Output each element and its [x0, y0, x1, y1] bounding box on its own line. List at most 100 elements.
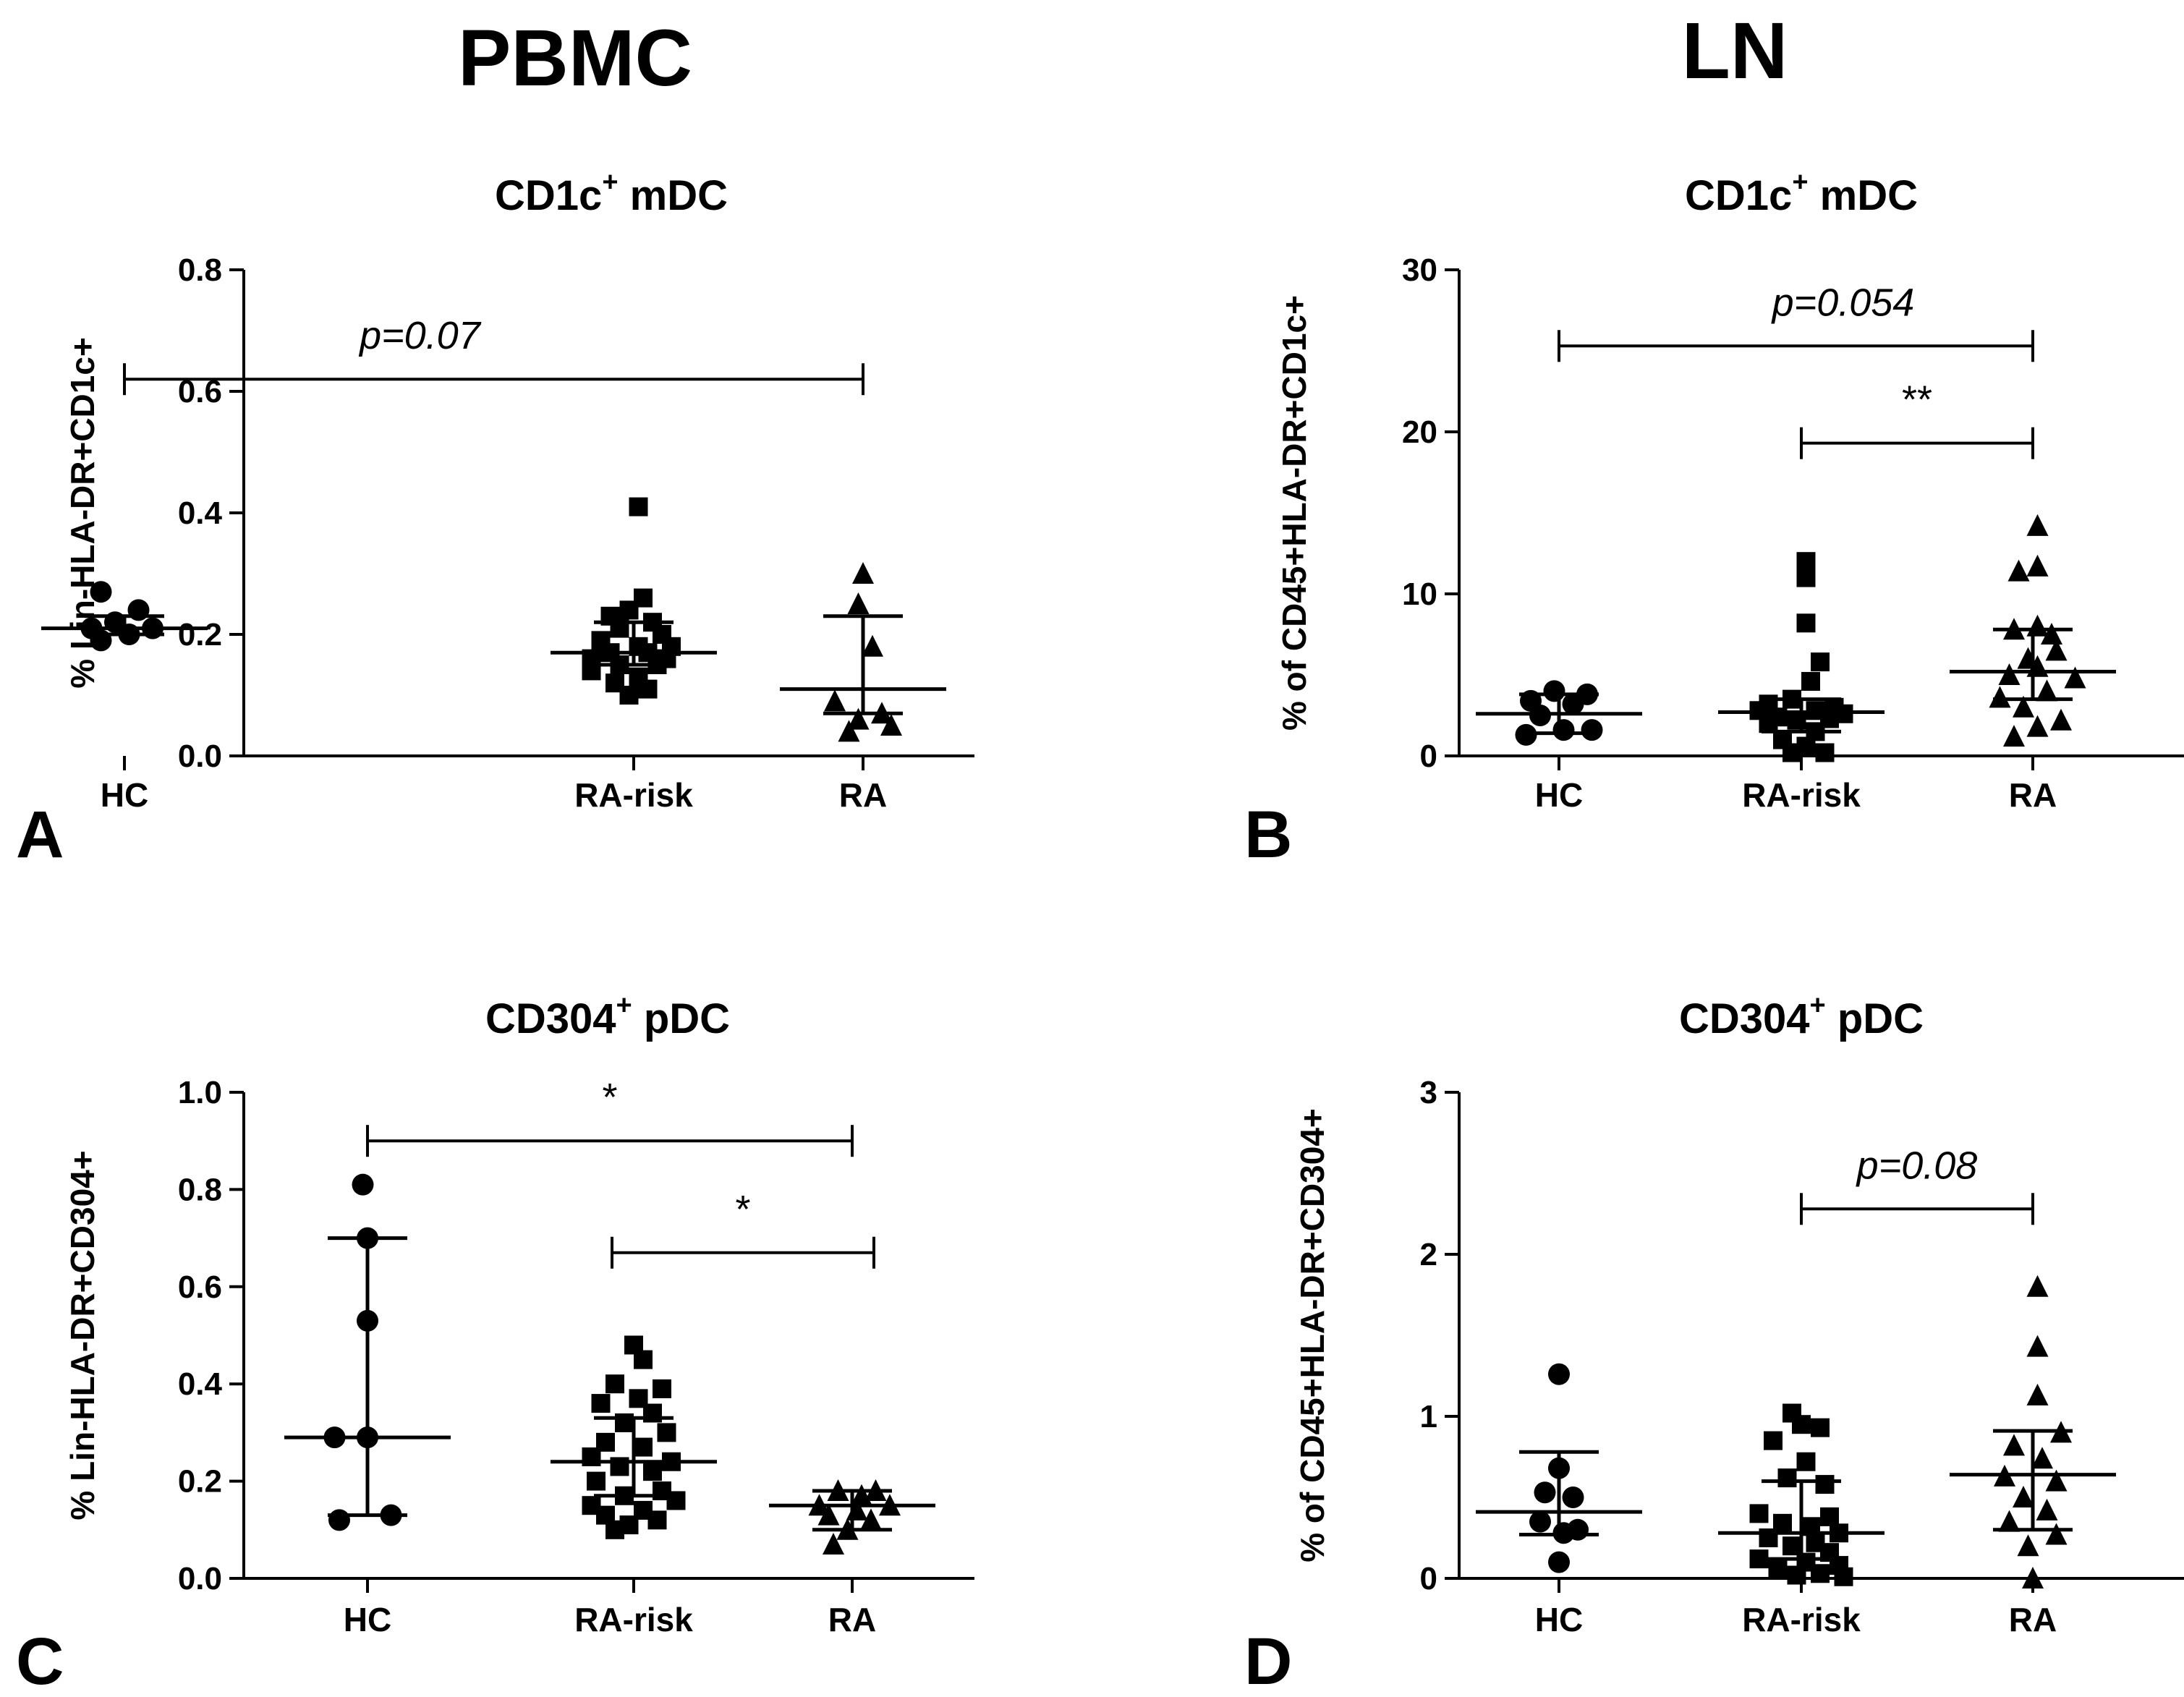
y-axis-label: % Lin-HLA-DR+CD304+ [64, 1150, 101, 1520]
x-category-label: HC [344, 1601, 391, 1638]
data-point-square [1787, 1565, 1806, 1585]
y-tick-label: 1 [1420, 1399, 1437, 1434]
data-point-circle [1562, 1487, 1584, 1508]
data-point-triangle [2050, 708, 2072, 731]
data-point-square [1792, 1415, 1811, 1434]
y-tick-label: 3 [1420, 1075, 1437, 1110]
y-tick-label: 0.8 [178, 1172, 222, 1207]
panel-title-main: CD304 [485, 995, 616, 1042]
y-tick-label: 0.8 [178, 252, 222, 288]
data-point-triangle [2003, 1434, 2025, 1456]
panel-letter: D [1244, 1625, 1292, 1697]
data-point-triangle [852, 562, 874, 584]
data-point-triangle [2026, 1335, 2049, 1357]
data-point-triangle [824, 689, 846, 712]
data-point-triangle [2031, 1447, 2053, 1469]
data-point-square [647, 1510, 667, 1530]
y-tick-label: 0.0 [178, 739, 222, 774]
panel-letter: C [16, 1625, 64, 1697]
data-point-triangle [880, 714, 902, 736]
data-point-triangle [2007, 559, 2030, 582]
data-point-triangle [1989, 686, 2011, 708]
data-point-triangle [2036, 679, 2058, 702]
y-tick-label: 1.0 [178, 1075, 222, 1110]
panel-title: CD304+ pDC [485, 990, 730, 1042]
data-point-circle [1534, 1481, 1556, 1504]
panel-title-rest: pDC [632, 995, 730, 1042]
panel-d: CD304+ pDC 0 1 2 3 HC RA-risk RA % of CD45+HLA-D… [1244, 990, 2184, 1697]
data-point-square [643, 1462, 662, 1481]
data-point-triangle [847, 592, 870, 614]
panel-letter: A [16, 798, 64, 872]
y-tick-label: 0.4 [178, 1366, 223, 1402]
y-tick-label: 10 [1402, 577, 1437, 612]
data-point-triangle [1998, 663, 2021, 685]
x-category-label: RA-risk [574, 776, 693, 814]
y-tick-label: 0 [1420, 1561, 1437, 1596]
data-point-triangle [2045, 1469, 2068, 1492]
data-point-circle [1529, 1510, 1551, 1533]
data-point-square [1783, 1536, 1801, 1556]
significance-label: p=0.07 [358, 314, 482, 357]
panel-title-main: CD1c [495, 172, 602, 219]
data-point-square [1815, 743, 1835, 762]
data-point-triangle [2064, 666, 2086, 689]
data-point-square [1820, 1507, 1839, 1526]
data-point-square [1801, 671, 1820, 691]
data-point-triangle [2045, 639, 2068, 661]
data-point-triangle [860, 1508, 882, 1531]
data-point-triangle [847, 707, 870, 730]
data-point-square [619, 600, 639, 620]
data-point-square [1811, 652, 1830, 672]
data-point-circle [352, 1173, 374, 1196]
significance-label: * [735, 1188, 750, 1231]
data-point-triangle [2026, 514, 2049, 536]
data-point-square [1815, 1475, 1835, 1494]
data-point-square [1768, 1559, 1788, 1578]
data-point-square [653, 1379, 671, 1398]
data-point-square [606, 1374, 624, 1394]
data-point-square [587, 1471, 606, 1491]
data-point-triangle [2003, 725, 2025, 747]
data-point-triangle [2026, 1275, 2049, 1297]
panel-title: CD304+ pDC [1679, 990, 1924, 1042]
data-point-triangle [862, 634, 883, 657]
x-category-label: RA-risk [1742, 776, 1861, 814]
significance-label: p=0.08 [1856, 1144, 1978, 1187]
y-tick-label: 2 [1420, 1237, 1437, 1272]
data-point-triangle [2045, 1523, 2068, 1545]
data-point-square [634, 1350, 653, 1369]
panel-c: CD304+ pDC 0.0 0.2 0.4 0.6 0.8 1.0 HC RA-risk RA%… [16, 990, 974, 1697]
panel-title: CD1c+ mDC [1685, 167, 1918, 219]
y-tick-label: 0 [1420, 739, 1437, 774]
data-point-circle [1548, 1363, 1570, 1385]
data-point-triangle [1998, 1510, 2021, 1532]
panel-title-rest: pDC [1826, 995, 1924, 1042]
data-point-square [1811, 1564, 1830, 1583]
y-tick-label: 0.0 [178, 1561, 222, 1596]
significance-label: * [602, 1076, 617, 1119]
panel-b: CD1c+ mDC 0 10 20 30 HC RA-risk RA % of CD45+HLA… [1244, 167, 2184, 872]
x-category-label: HC [1535, 1601, 1583, 1638]
y-axis-label: % of CD45+HLA-DR+CD1c+ [1275, 295, 1313, 731]
data-point-circle [90, 581, 112, 603]
data-point-circle [1581, 719, 1603, 741]
panel-title-main: CD1c [1685, 172, 1792, 219]
data-point-triangle [817, 1503, 840, 1526]
x-category-label: RA [839, 776, 887, 814]
data-point-square [1796, 552, 1816, 571]
y-axis-label: % of CD45+HLA-DR+CD304+ [1293, 1108, 1331, 1562]
x-category-label: HC [1535, 776, 1583, 814]
data-point-square [1796, 568, 1816, 587]
panel-title-rest: mDC [1809, 172, 1918, 219]
y-tick-label: 0.2 [178, 617, 222, 652]
y-tick-label: 20 [1402, 414, 1437, 450]
data-point-square [634, 1437, 653, 1457]
data-point-square [1749, 1504, 1769, 1523]
x-category-label: RA-risk [574, 1601, 693, 1638]
data-point-circle [328, 1509, 350, 1531]
data-point-square [638, 679, 658, 699]
panel-title-rest: mDC [619, 172, 728, 219]
data-point-square [591, 1394, 611, 1413]
